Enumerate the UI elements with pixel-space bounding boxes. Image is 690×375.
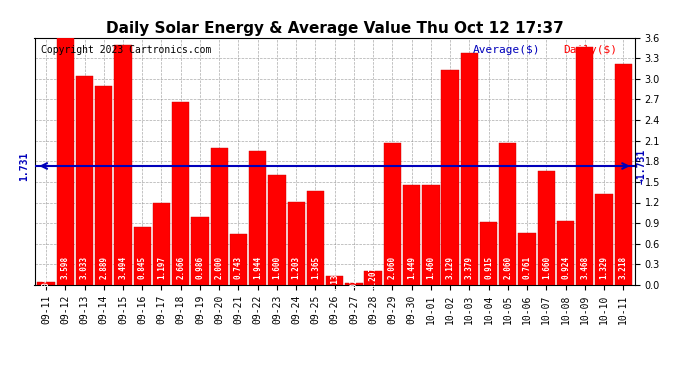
Text: Copyright 2023 Cartronics.com: Copyright 2023 Cartronics.com: [41, 45, 211, 55]
Text: Average($): Average($): [473, 45, 540, 55]
Bar: [288, 202, 305, 285]
Title: Daily Solar Energy & Average Value Thu Oct 12 17:37: Daily Solar Energy & Average Value Thu O…: [106, 21, 564, 36]
Bar: [480, 222, 497, 285]
Bar: [595, 194, 613, 285]
Text: 0.924: 0.924: [561, 256, 570, 279]
Text: 0.131: 0.131: [330, 269, 339, 292]
Text: 2.060: 2.060: [388, 256, 397, 279]
Text: 2.000: 2.000: [215, 256, 224, 279]
Text: 0.743: 0.743: [234, 256, 243, 279]
Text: 0.845: 0.845: [138, 256, 147, 279]
Text: 2.060: 2.060: [503, 256, 512, 279]
Bar: [442, 70, 459, 285]
Text: 1.203: 1.203: [292, 256, 301, 279]
Text: 0.043: 0.043: [41, 272, 50, 295]
Bar: [461, 53, 478, 285]
Text: 3.033: 3.033: [80, 256, 89, 279]
Bar: [191, 217, 208, 285]
Text: 0.207: 0.207: [368, 266, 377, 290]
Bar: [152, 203, 170, 285]
Text: 3.468: 3.468: [580, 256, 589, 279]
Bar: [326, 276, 344, 285]
Bar: [403, 185, 420, 285]
Text: 1.944: 1.944: [253, 256, 262, 279]
Text: 3.379: 3.379: [465, 256, 474, 279]
Text: 0.915: 0.915: [484, 256, 493, 279]
Bar: [230, 234, 247, 285]
Bar: [307, 191, 324, 285]
Bar: [384, 143, 401, 285]
Text: 1.449: 1.449: [407, 256, 416, 279]
Bar: [57, 38, 74, 285]
Text: 1.600: 1.600: [273, 256, 282, 279]
Bar: [364, 271, 382, 285]
Text: Daily($): Daily($): [563, 45, 617, 55]
Bar: [210, 147, 228, 285]
Bar: [422, 184, 440, 285]
Text: 1.460: 1.460: [426, 256, 435, 279]
Text: 0.986: 0.986: [195, 256, 204, 279]
Bar: [538, 171, 555, 285]
Text: 0.025: 0.025: [349, 273, 358, 296]
Text: 3.494: 3.494: [119, 256, 128, 279]
Bar: [76, 76, 93, 285]
Text: 1.731: 1.731: [19, 151, 29, 181]
Bar: [518, 232, 535, 285]
Bar: [134, 227, 151, 285]
Bar: [249, 152, 266, 285]
Bar: [95, 86, 112, 285]
Text: 1.197: 1.197: [157, 256, 166, 279]
Bar: [268, 175, 286, 285]
Bar: [615, 64, 632, 285]
Text: 2.666: 2.666: [176, 256, 185, 279]
Text: 3.129: 3.129: [446, 256, 455, 279]
Bar: [576, 46, 593, 285]
Bar: [345, 283, 362, 285]
Text: 1.660: 1.660: [542, 256, 551, 279]
Text: 1.365: 1.365: [311, 256, 320, 279]
Text: →1.731: →1.731: [637, 148, 647, 184]
Bar: [115, 45, 132, 285]
Text: 3.598: 3.598: [61, 256, 70, 279]
Bar: [37, 282, 55, 285]
Text: 2.889: 2.889: [99, 256, 108, 279]
Bar: [499, 143, 517, 285]
Bar: [172, 102, 189, 285]
Text: 1.329: 1.329: [600, 256, 609, 279]
Bar: [557, 222, 574, 285]
Text: 0.761: 0.761: [522, 256, 531, 279]
Text: 3.218: 3.218: [619, 256, 628, 279]
